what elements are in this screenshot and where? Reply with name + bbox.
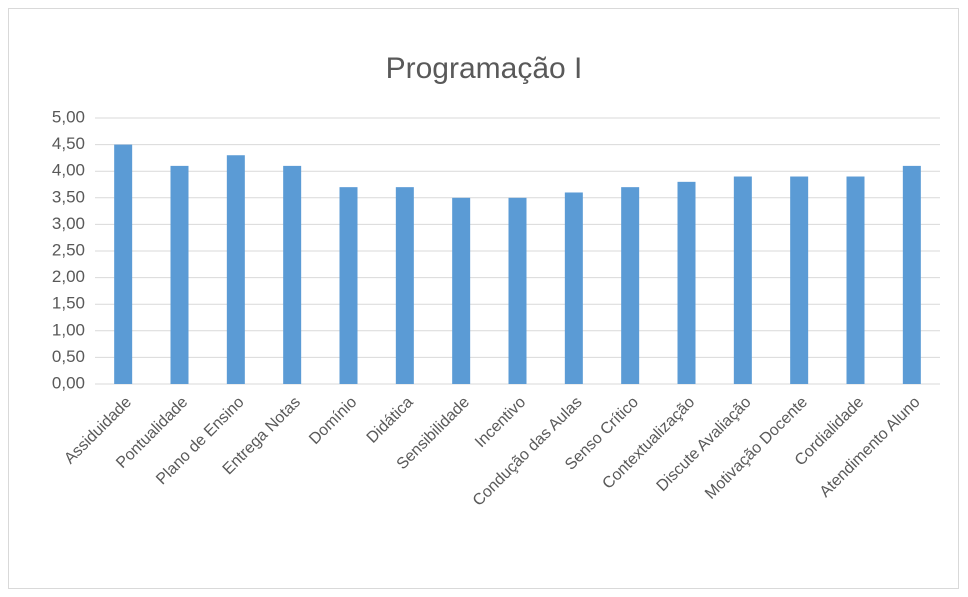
y-tick-label: 2,50 [52,240,85,259]
y-tick-label: 3,50 [52,187,85,206]
y-tick-label: 2,00 [52,267,85,286]
bar [677,181,696,384]
y-tick-label: 3,00 [52,214,85,233]
y-tick-label: 0,50 [52,347,85,366]
bar [114,144,133,384]
bar [508,197,527,384]
bar [846,176,865,384]
bar [564,192,583,384]
bar [170,165,189,384]
y-tick-label: 4,50 [52,134,85,153]
bar [790,176,809,384]
bar [452,197,471,384]
y-tick-label: 5,00 [52,107,85,126]
bar [395,187,414,384]
bar [339,187,358,384]
chart-title: Programação I [386,52,583,85]
y-tick-label: 1,50 [52,294,85,313]
y-tick-label: 0,00 [52,373,85,392]
y-tick-label: 1,00 [52,320,85,339]
bar [902,165,921,384]
bar [283,165,302,384]
y-tick-label: 4,00 [52,161,85,180]
bar [733,176,752,384]
bar [621,187,640,384]
bar [226,155,245,384]
